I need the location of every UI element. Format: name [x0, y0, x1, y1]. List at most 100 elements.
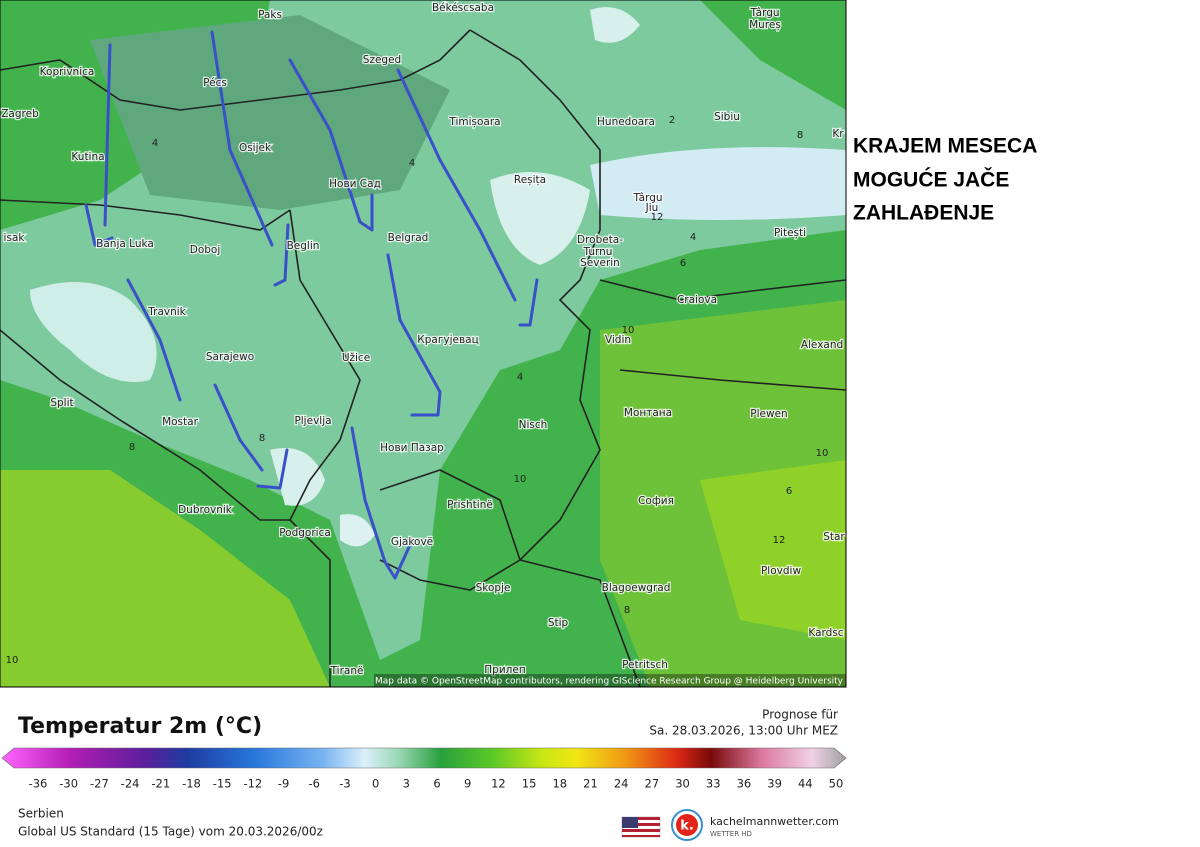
- arrow: [350, 426, 412, 580]
- border: [0, 29, 471, 111]
- city-label: Beglin: [287, 240, 320, 252]
- warm-zone: [700, 460, 846, 640]
- forecast-time: Sa. 28.03.2026, 13:00 Uhr MEZ: [649, 724, 838, 738]
- headline-line: MOGUĆE JAČE: [853, 168, 1009, 192]
- sea-zone: [0, 470, 330, 687]
- city-label: Drobeta-: [577, 234, 623, 246]
- city-label: Mureș: [749, 19, 781, 31]
- scale-labels: -36 -30 -27 -24 -21 -18 -15 -12 -9 -6 -3 0 3 6 9 12 15 18…: [29, 777, 844, 791]
- city-label: Vidin: [605, 334, 631, 346]
- scale-label: -27: [90, 777, 109, 791]
- brand-letter: k.: [680, 819, 694, 834]
- city-label: Travnik: [147, 306, 186, 318]
- cold-zone: [490, 172, 590, 265]
- city-label: Reșița: [514, 174, 546, 186]
- border: [599, 279, 846, 301]
- arrow: [273, 223, 290, 287]
- city-label: Kr: [832, 128, 844, 140]
- scale-label: 27: [645, 777, 660, 791]
- scale-label: -12: [243, 777, 262, 791]
- cold-zone: [590, 147, 846, 220]
- arrow: [84, 203, 114, 247]
- scale-label: 39: [767, 777, 782, 791]
- contour-label: 8: [797, 130, 803, 141]
- region: Serbien: [18, 807, 64, 821]
- city-label: Zagreb: [1, 108, 39, 120]
- contour-label: 2: [669, 115, 675, 126]
- scale-label: 21: [583, 777, 598, 791]
- scale-label: 12: [491, 777, 506, 791]
- arrow: [213, 383, 264, 472]
- scale-label: -30: [59, 777, 78, 791]
- contour-label: 4: [517, 372, 523, 383]
- city-label: Split: [50, 397, 73, 409]
- city-label: Star: [823, 531, 845, 543]
- scale-label: 3: [403, 777, 410, 791]
- contour-labels: 4 4 2 8 12 4 6 10 4 8 10 6 12 8 10 8 10: [6, 115, 829, 666]
- color-scale: [1, 747, 847, 769]
- city-label: Stip: [548, 617, 569, 629]
- city-label: Монтана: [624, 407, 672, 419]
- city-label: Tiranë: [330, 665, 364, 677]
- contour-label: 8: [259, 433, 265, 444]
- city-label: Gjakovë: [391, 536, 433, 548]
- city-label: Hunedoara: [597, 116, 655, 128]
- scale-label: -15: [213, 777, 232, 791]
- city-label: Blagoewgrad: [602, 582, 671, 594]
- scale-label: -9: [278, 777, 289, 791]
- city-label: Podgorica: [279, 527, 331, 539]
- attribution: Map data © OpenStreetMap contributors, r…: [375, 677, 844, 687]
- scale-label: 6: [433, 777, 440, 791]
- contour-label: 10: [6, 655, 19, 666]
- border: [0, 329, 290, 521]
- city-label: Dubrovnik: [178, 504, 233, 516]
- city-label: Banja Luka: [96, 238, 154, 250]
- scale-label: 30: [675, 777, 690, 791]
- scale-label: -6: [308, 777, 319, 791]
- city-label: Mostar: [162, 416, 199, 428]
- border: [289, 209, 361, 687]
- city-label: Turnu: [583, 246, 613, 258]
- city-label: Kardsc: [808, 627, 843, 639]
- city-label: isak: [4, 232, 26, 244]
- city-label: Târgu: [632, 192, 662, 204]
- contour-label: 12: [651, 212, 664, 223]
- border: [0, 199, 291, 231]
- city-label: Нови Пазар: [380, 442, 444, 454]
- brand-logo: [676, 814, 698, 836]
- city-label: Jiu: [645, 202, 659, 214]
- city-label: Skopje: [476, 582, 511, 594]
- city-label: Крагујевац: [417, 334, 478, 346]
- contour-label: 4: [690, 232, 696, 243]
- city-label: Nisch: [519, 419, 548, 431]
- city-label: Alexand: [801, 339, 843, 351]
- city-label: Békéscsaba: [432, 2, 494, 14]
- scale-label: -36: [29, 777, 48, 791]
- contour-label: 10: [816, 448, 829, 459]
- city-label: Sibiu: [714, 111, 740, 123]
- brand-name: kachelmannwetter.com: [710, 815, 839, 828]
- city-label: Craiova: [677, 294, 717, 306]
- forecast-label: Prognose für: [762, 708, 838, 722]
- contour-label: 10: [514, 474, 527, 485]
- cold-zone: [340, 514, 375, 547]
- map-frame: [0, 0, 847, 688]
- contour-label: 8: [624, 605, 630, 616]
- scale-label: 50: [829, 777, 844, 791]
- arrow: [396, 68, 539, 327]
- city-label: Paks: [258, 9, 282, 21]
- city-label: Severin: [580, 257, 620, 269]
- arrow: [210, 30, 274, 247]
- contour-label: 10: [622, 325, 635, 336]
- contour-label: 4: [409, 158, 415, 169]
- city-label: Užice: [342, 352, 370, 364]
- arrow: [103, 43, 112, 227]
- contour-label: 6: [786, 486, 792, 497]
- city-label: Belgrad: [388, 232, 429, 244]
- city-label: Szeged: [363, 54, 401, 66]
- us-flag: [621, 816, 661, 838]
